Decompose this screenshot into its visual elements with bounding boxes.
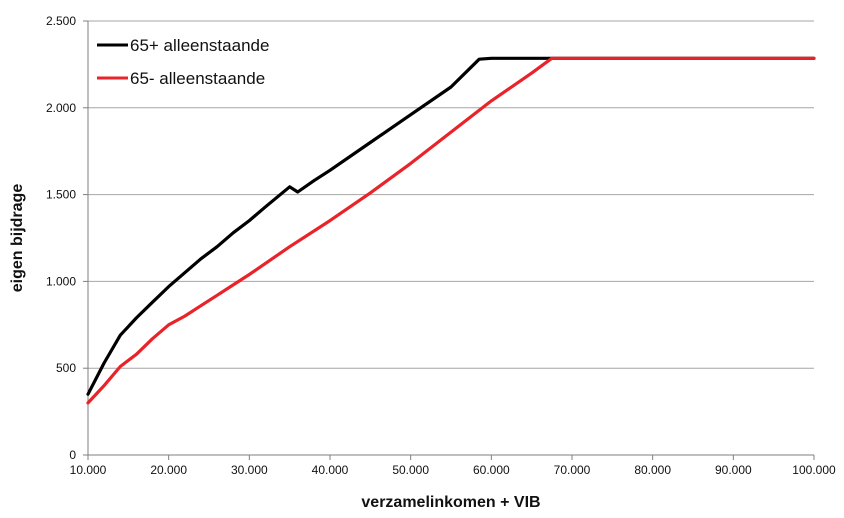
x-tick-label: 20.000 bbox=[150, 463, 187, 477]
axes bbox=[83, 20, 815, 460]
y-tick-label: 0 bbox=[69, 448, 76, 462]
y-axis-title: eigen bijdrage bbox=[9, 184, 26, 293]
legend-label-65min: 65- alleenstaande bbox=[130, 69, 265, 88]
x-tick-label: 10.000 bbox=[70, 463, 107, 477]
x-tick-label: 100.000 bbox=[792, 463, 836, 477]
tick-labels: 0 500 1.000 1.500 2.000 2.500 10.000 20.000 30.0… bbox=[46, 14, 836, 477]
x-tick-label: 40.000 bbox=[312, 463, 349, 477]
series-lines bbox=[86, 56, 816, 405]
x-axis-title: verzamelinkomen + VIB bbox=[361, 494, 540, 511]
y-tick-label: 1.500 bbox=[46, 188, 76, 202]
legend: 65+ alleenstaande 65- alleenstaande bbox=[97, 36, 269, 88]
y-tick-label: 2.000 bbox=[46, 101, 76, 115]
series-line-65plus bbox=[86, 56, 816, 396]
series-line-65min bbox=[86, 56, 816, 405]
x-tick-label: 80.000 bbox=[634, 463, 671, 477]
gridlines bbox=[88, 20, 814, 369]
y-tick-label: 2.500 bbox=[46, 14, 76, 28]
x-tick-label: 60.000 bbox=[473, 463, 510, 477]
y-tick-label: 1.000 bbox=[46, 274, 76, 288]
y-tick-label: 500 bbox=[56, 361, 76, 375]
legend-label-65plus: 65+ alleenstaande bbox=[130, 36, 269, 55]
x-tick-label: 30.000 bbox=[231, 463, 268, 477]
x-tick-label: 70.000 bbox=[554, 463, 591, 477]
x-tick-label: 90.000 bbox=[715, 463, 752, 477]
x-tick-label: 50.000 bbox=[392, 463, 429, 477]
